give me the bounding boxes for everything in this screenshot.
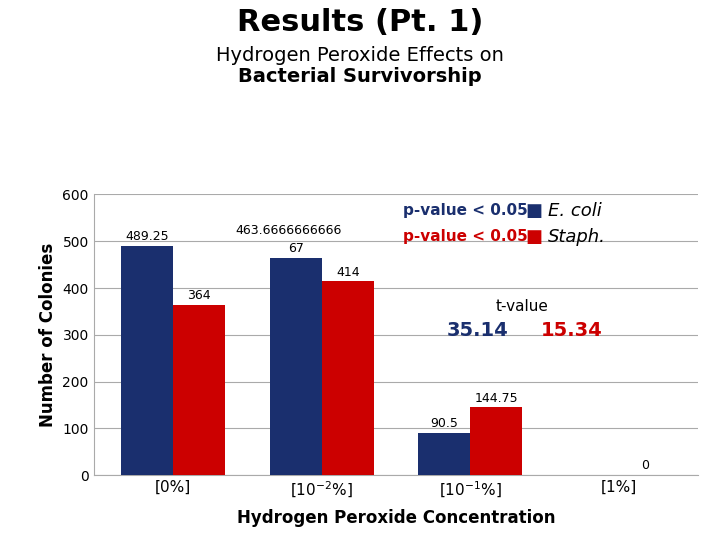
Bar — [418, 433, 470, 475]
Text: 144.75: 144.75 — [474, 392, 518, 404]
Text: Bacterial Survivorship: Bacterial Survivorship — [238, 68, 482, 86]
Bar — [322, 281, 374, 475]
Bar — [470, 408, 522, 475]
Bar — [270, 258, 322, 475]
X-axis label: Hydrogen Peroxide Concentration: Hydrogen Peroxide Concentration — [237, 509, 555, 526]
Text: 90.5: 90.5 — [431, 417, 458, 430]
Text: 15.34: 15.34 — [541, 321, 602, 340]
Text: 414: 414 — [336, 266, 359, 279]
Bar — [121, 246, 173, 475]
Y-axis label: Number of Colonies: Number of Colonies — [39, 242, 57, 427]
Text: p-value < 0.05: p-value < 0.05 — [403, 203, 528, 218]
Text: 67: 67 — [288, 242, 304, 255]
Text: ■: ■ — [526, 227, 542, 246]
Text: Results (Pt. 1): Results (Pt. 1) — [237, 8, 483, 37]
Text: ■: ■ — [526, 202, 542, 220]
Bar — [173, 305, 225, 475]
Text: 489.25: 489.25 — [125, 231, 169, 244]
Text: Hydrogen Peroxide Effects on: Hydrogen Peroxide Effects on — [216, 46, 504, 65]
Text: 463.6666666666: 463.6666666666 — [235, 224, 341, 237]
Text: E. coli: E. coli — [548, 202, 601, 220]
Text: 0: 0 — [641, 460, 649, 472]
Text: 35.14: 35.14 — [447, 321, 508, 340]
Text: t-value: t-value — [496, 299, 549, 314]
Text: Staph.: Staph. — [548, 227, 606, 246]
Text: p-value < 0.05: p-value < 0.05 — [403, 229, 528, 244]
Text: 364: 364 — [187, 289, 211, 302]
